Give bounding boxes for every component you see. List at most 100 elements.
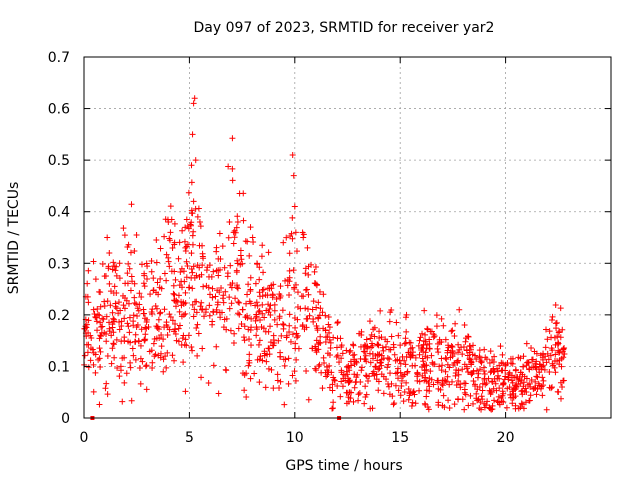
data-point — [103, 380, 110, 387]
data-point — [500, 398, 507, 405]
data-point — [462, 391, 469, 398]
data-point — [246, 351, 253, 358]
data-point — [403, 379, 410, 386]
data-point — [258, 253, 265, 260]
data-point — [112, 267, 119, 274]
data-point — [263, 307, 270, 314]
data-point — [161, 306, 168, 313]
data-point — [418, 345, 425, 352]
data-point — [334, 352, 341, 359]
data-point — [158, 343, 165, 350]
data-point — [289, 151, 296, 158]
data-point — [265, 301, 272, 308]
data-point — [345, 363, 352, 370]
x-tick-label: 5 — [185, 430, 194, 446]
data-point — [97, 289, 104, 296]
data-point — [420, 337, 427, 344]
data-point — [558, 363, 565, 370]
data-point — [153, 259, 160, 266]
data-point — [286, 328, 293, 335]
data-point — [386, 318, 393, 325]
data-point — [454, 359, 461, 366]
data-point — [90, 306, 97, 313]
data-point — [91, 311, 98, 318]
data-point — [423, 393, 430, 400]
data-point — [478, 406, 485, 413]
data-point — [345, 394, 352, 401]
data-point — [246, 252, 253, 259]
data-point — [390, 341, 397, 348]
data-point — [491, 353, 498, 360]
data-point — [378, 362, 385, 369]
data-point — [256, 264, 263, 271]
data-point — [137, 342, 144, 349]
data-point — [528, 345, 535, 352]
data-point — [405, 396, 412, 403]
data-point — [355, 397, 362, 404]
data-point — [367, 335, 374, 342]
data-point — [210, 268, 217, 275]
data-point — [398, 377, 405, 384]
data-point — [182, 388, 189, 395]
data-point — [171, 291, 178, 298]
data-point — [240, 334, 247, 341]
data-point — [490, 366, 497, 373]
data-point — [160, 336, 167, 343]
data-point — [455, 349, 462, 356]
data-point — [160, 356, 167, 363]
data-point — [491, 397, 498, 404]
data-point — [455, 341, 462, 348]
data-point — [145, 323, 152, 330]
data-point — [289, 214, 296, 221]
data-point — [203, 267, 210, 274]
data-point — [403, 328, 410, 335]
data-point — [409, 352, 416, 359]
data-point — [387, 346, 394, 353]
data-point — [555, 388, 562, 395]
data-point — [189, 347, 196, 354]
data-point — [356, 390, 363, 397]
data-point — [313, 347, 320, 354]
data-point — [394, 365, 401, 372]
data-point — [155, 291, 162, 298]
data-point — [520, 353, 527, 360]
data-point — [384, 364, 391, 371]
data-point — [129, 278, 136, 285]
data-point — [322, 312, 329, 319]
data-point — [518, 388, 525, 395]
data-point — [170, 282, 177, 289]
data-point — [426, 345, 433, 352]
data-point — [457, 381, 464, 388]
data-point — [557, 334, 564, 341]
y-tick-label: 0.5 — [48, 153, 70, 169]
data-point — [334, 319, 341, 326]
tick-labels: 0 5 10 15 20 0 0.1 0.2 0.3 0.4 0.5 0.6 0.7 — [48, 50, 515, 446]
data-point — [511, 385, 518, 392]
data-point — [101, 303, 108, 310]
data-point — [496, 401, 503, 408]
data-point — [267, 312, 274, 319]
data-point — [548, 345, 555, 352]
data-point — [92, 351, 99, 358]
data-point — [330, 334, 337, 341]
data-point — [324, 333, 331, 340]
data-point — [206, 302, 213, 309]
data-point — [246, 359, 253, 366]
data-point — [302, 305, 309, 312]
data-point — [366, 350, 373, 357]
data-point — [213, 267, 220, 274]
data-point — [247, 274, 254, 281]
data-point — [375, 378, 382, 385]
data-point — [393, 319, 400, 326]
data-point — [330, 399, 337, 406]
data-point — [533, 358, 540, 365]
data-point — [127, 249, 134, 256]
data-point — [176, 239, 183, 246]
data-point — [188, 250, 195, 257]
data-point — [143, 386, 150, 393]
data-point — [238, 321, 245, 328]
data-point — [358, 367, 365, 374]
data-point — [557, 395, 564, 402]
data-point — [333, 344, 340, 351]
data-point — [420, 358, 427, 365]
